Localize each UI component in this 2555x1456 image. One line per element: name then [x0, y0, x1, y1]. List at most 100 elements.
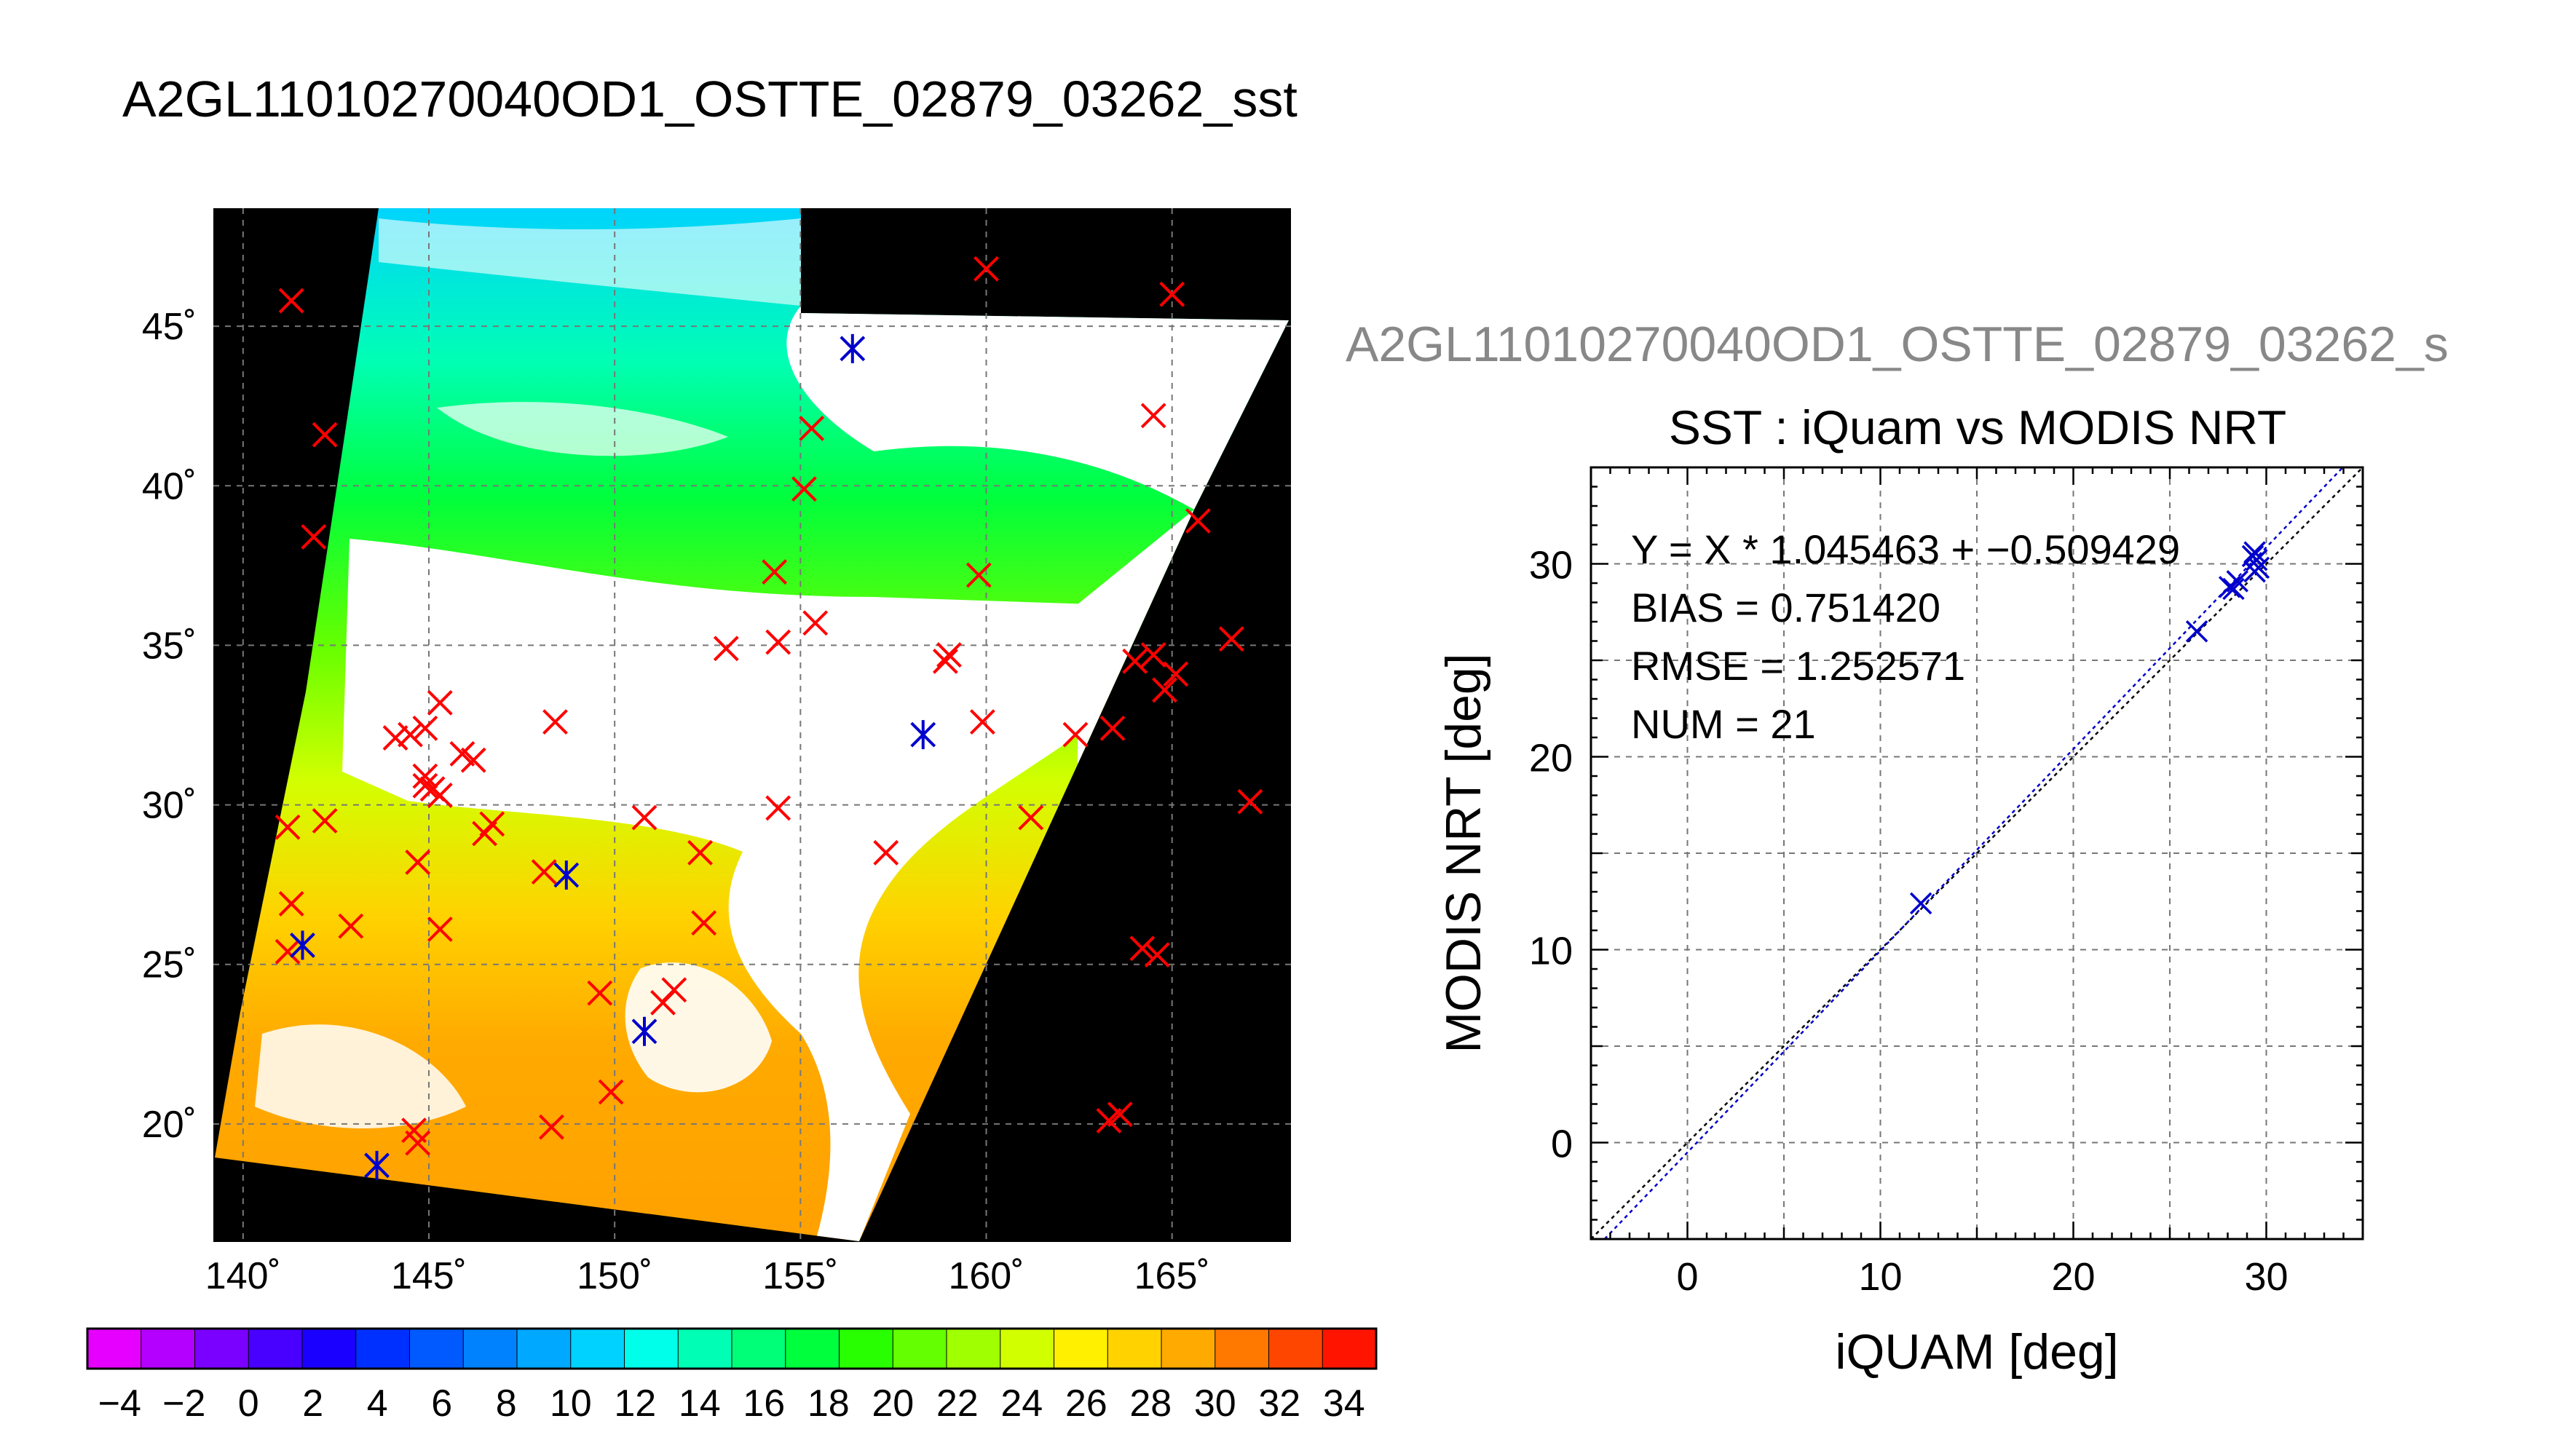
- colorbar-tick-label: 12: [614, 1382, 656, 1425]
- colorbar-swatch: [463, 1329, 518, 1369]
- scatter-point: [1909, 892, 1932, 915]
- marker-red-x: [969, 709, 995, 735]
- cloud-area: [379, 218, 801, 306]
- marker-red-x: [338, 913, 364, 939]
- colorbar-swatch: [1161, 1329, 1216, 1369]
- colorbar-swatch: [1054, 1329, 1108, 1369]
- marker-red-x: [312, 808, 338, 834]
- colorbar-tick-label: 6: [431, 1382, 452, 1425]
- colorbar-tick-label: 4: [367, 1382, 388, 1425]
- colorbar-tick-label: −2: [162, 1382, 205, 1425]
- x-tick-label: 0: [1676, 1255, 1698, 1299]
- scatter-title: SST : iQuam vs MODIS NRT: [1669, 400, 2286, 454]
- colorbar-swatch: [194, 1329, 249, 1369]
- y-tick-label: 30: [1529, 544, 1573, 587]
- scatter-overlay-title: A2GL11010270040OD1_OSTTE_02879_03262_s: [1346, 317, 2449, 372]
- colorbar-tick-label: 30: [1194, 1382, 1236, 1425]
- scatter-ticks: 0 10 20 30 0 10 20 30: [1529, 466, 2364, 1299]
- lon-tick-label: 165˚: [1134, 1255, 1210, 1297]
- lon-tick-label: 160˚: [948, 1255, 1024, 1297]
- marker-red-x: [427, 917, 453, 942]
- colorbar-swatch: [1000, 1329, 1054, 1369]
- marker-red-x: [799, 415, 825, 441]
- marker-red-x: [791, 476, 817, 502]
- marker-red-x: [1099, 715, 1126, 741]
- marker-red-x: [1163, 661, 1189, 687]
- marker-blue-star: [631, 1016, 657, 1046]
- marker-red-x: [631, 804, 657, 831]
- figure-title: A2GL11010270040OD1_OSTTE_02879_03262_sst: [122, 71, 1298, 127]
- marker-red-x: [932, 648, 958, 674]
- scatter-stats: Y = X * 1.045463 + −0.509429 BIAS = 0.751…: [1631, 526, 2180, 747]
- marker-red-x: [405, 1130, 431, 1156]
- colorbar-tick-label: 8: [496, 1382, 517, 1425]
- marker-red-x: [412, 772, 438, 799]
- marker-red-x: [598, 1079, 624, 1105]
- colorbar-tick-label: 10: [550, 1382, 592, 1425]
- marker-red-x: [1129, 935, 1156, 962]
- cloud-area: [342, 539, 1092, 1241]
- lat-tick-label: 45˚: [142, 306, 197, 348]
- x-tick-label: 10: [1858, 1255, 1902, 1299]
- colorbar-frame: [86, 1327, 1378, 1370]
- marker-red-x: [531, 859, 557, 885]
- colorbar-swatch: [1215, 1329, 1269, 1369]
- marker-red-x: [1140, 642, 1166, 668]
- marker-red-x: [427, 783, 453, 808]
- cloud-area: [625, 962, 772, 1093]
- marker-red-x: [691, 910, 717, 936]
- lon-tick-label: 155˚: [762, 1255, 838, 1297]
- colorbar-tick-label: 22: [936, 1382, 979, 1425]
- marker-red-x: [713, 636, 739, 662]
- scatter-point: [2241, 545, 2264, 568]
- marker-red-x: [587, 980, 613, 1006]
- marker-red-x: [687, 839, 713, 866]
- colorbar-swatch: [624, 1329, 679, 1369]
- marker-red-x: [1018, 804, 1044, 831]
- lon-tick-label: 140˚: [205, 1255, 281, 1297]
- marker-red-x: [965, 562, 992, 588]
- cloud-area: [786, 306, 1289, 510]
- marker-red-x: [802, 610, 829, 636]
- marker-red-x: [974, 256, 999, 282]
- colorbar-swatch: [732, 1329, 786, 1369]
- colorbar-swatch: [947, 1329, 1001, 1369]
- marker-red-x: [312, 422, 338, 448]
- y-tick-label: 0: [1551, 1123, 1573, 1166]
- marker-red-x: [1237, 788, 1263, 815]
- scatter-point: [2247, 556, 2270, 579]
- colorbar-tick-label: 16: [743, 1382, 785, 1425]
- cloud-area: [1078, 510, 1194, 764]
- marker-red-x: [412, 763, 438, 789]
- marker-red-x: [427, 689, 453, 716]
- scatter-point: [2243, 541, 2266, 563]
- scatter-panel: A2GL11010270040OD1_OSTTE_02879_03262_s S…: [1346, 317, 2449, 1380]
- scatter-point: [2185, 620, 2208, 643]
- marker-red-x: [1159, 281, 1185, 307]
- lat-tick-label: 20˚: [142, 1104, 197, 1146]
- x-tick-label: 20: [2051, 1255, 2095, 1299]
- colorbar-tick-label: −4: [98, 1382, 141, 1425]
- marker-red-x: [275, 814, 301, 840]
- colorbar-swatch: [1322, 1329, 1377, 1369]
- marker-red-x: [1185, 508, 1211, 534]
- marker-red-x: [542, 709, 568, 735]
- y-tick-label: 10: [1529, 930, 1573, 973]
- scatter-ylabel: MODIS NRT [deg]: [1436, 653, 1491, 1053]
- colorbar-swatch: [1107, 1329, 1162, 1369]
- marker-red-x: [275, 938, 301, 965]
- marker-red-x: [1107, 1101, 1133, 1128]
- scatter-point: [2222, 577, 2245, 601]
- x-tick-label: 30: [2244, 1255, 2288, 1299]
- marker-red-x: [873, 839, 899, 866]
- stat-line: BIAS = 0.751420: [1631, 585, 1940, 630]
- colorbar-swatch: [248, 1329, 303, 1369]
- lat-tick-label: 30˚: [142, 785, 197, 827]
- colorbar-tick-label: 0: [238, 1382, 259, 1425]
- marker-red-x: [405, 850, 431, 875]
- colorbar-tick-label: 26: [1065, 1382, 1107, 1425]
- cloud-area: [437, 402, 728, 456]
- marker-red-x: [762, 559, 788, 585]
- scatter-point: [2226, 570, 2248, 593]
- lat-tick-labels: 20˚ 25˚ 30˚ 35˚ 40˚ 45˚: [142, 306, 197, 1146]
